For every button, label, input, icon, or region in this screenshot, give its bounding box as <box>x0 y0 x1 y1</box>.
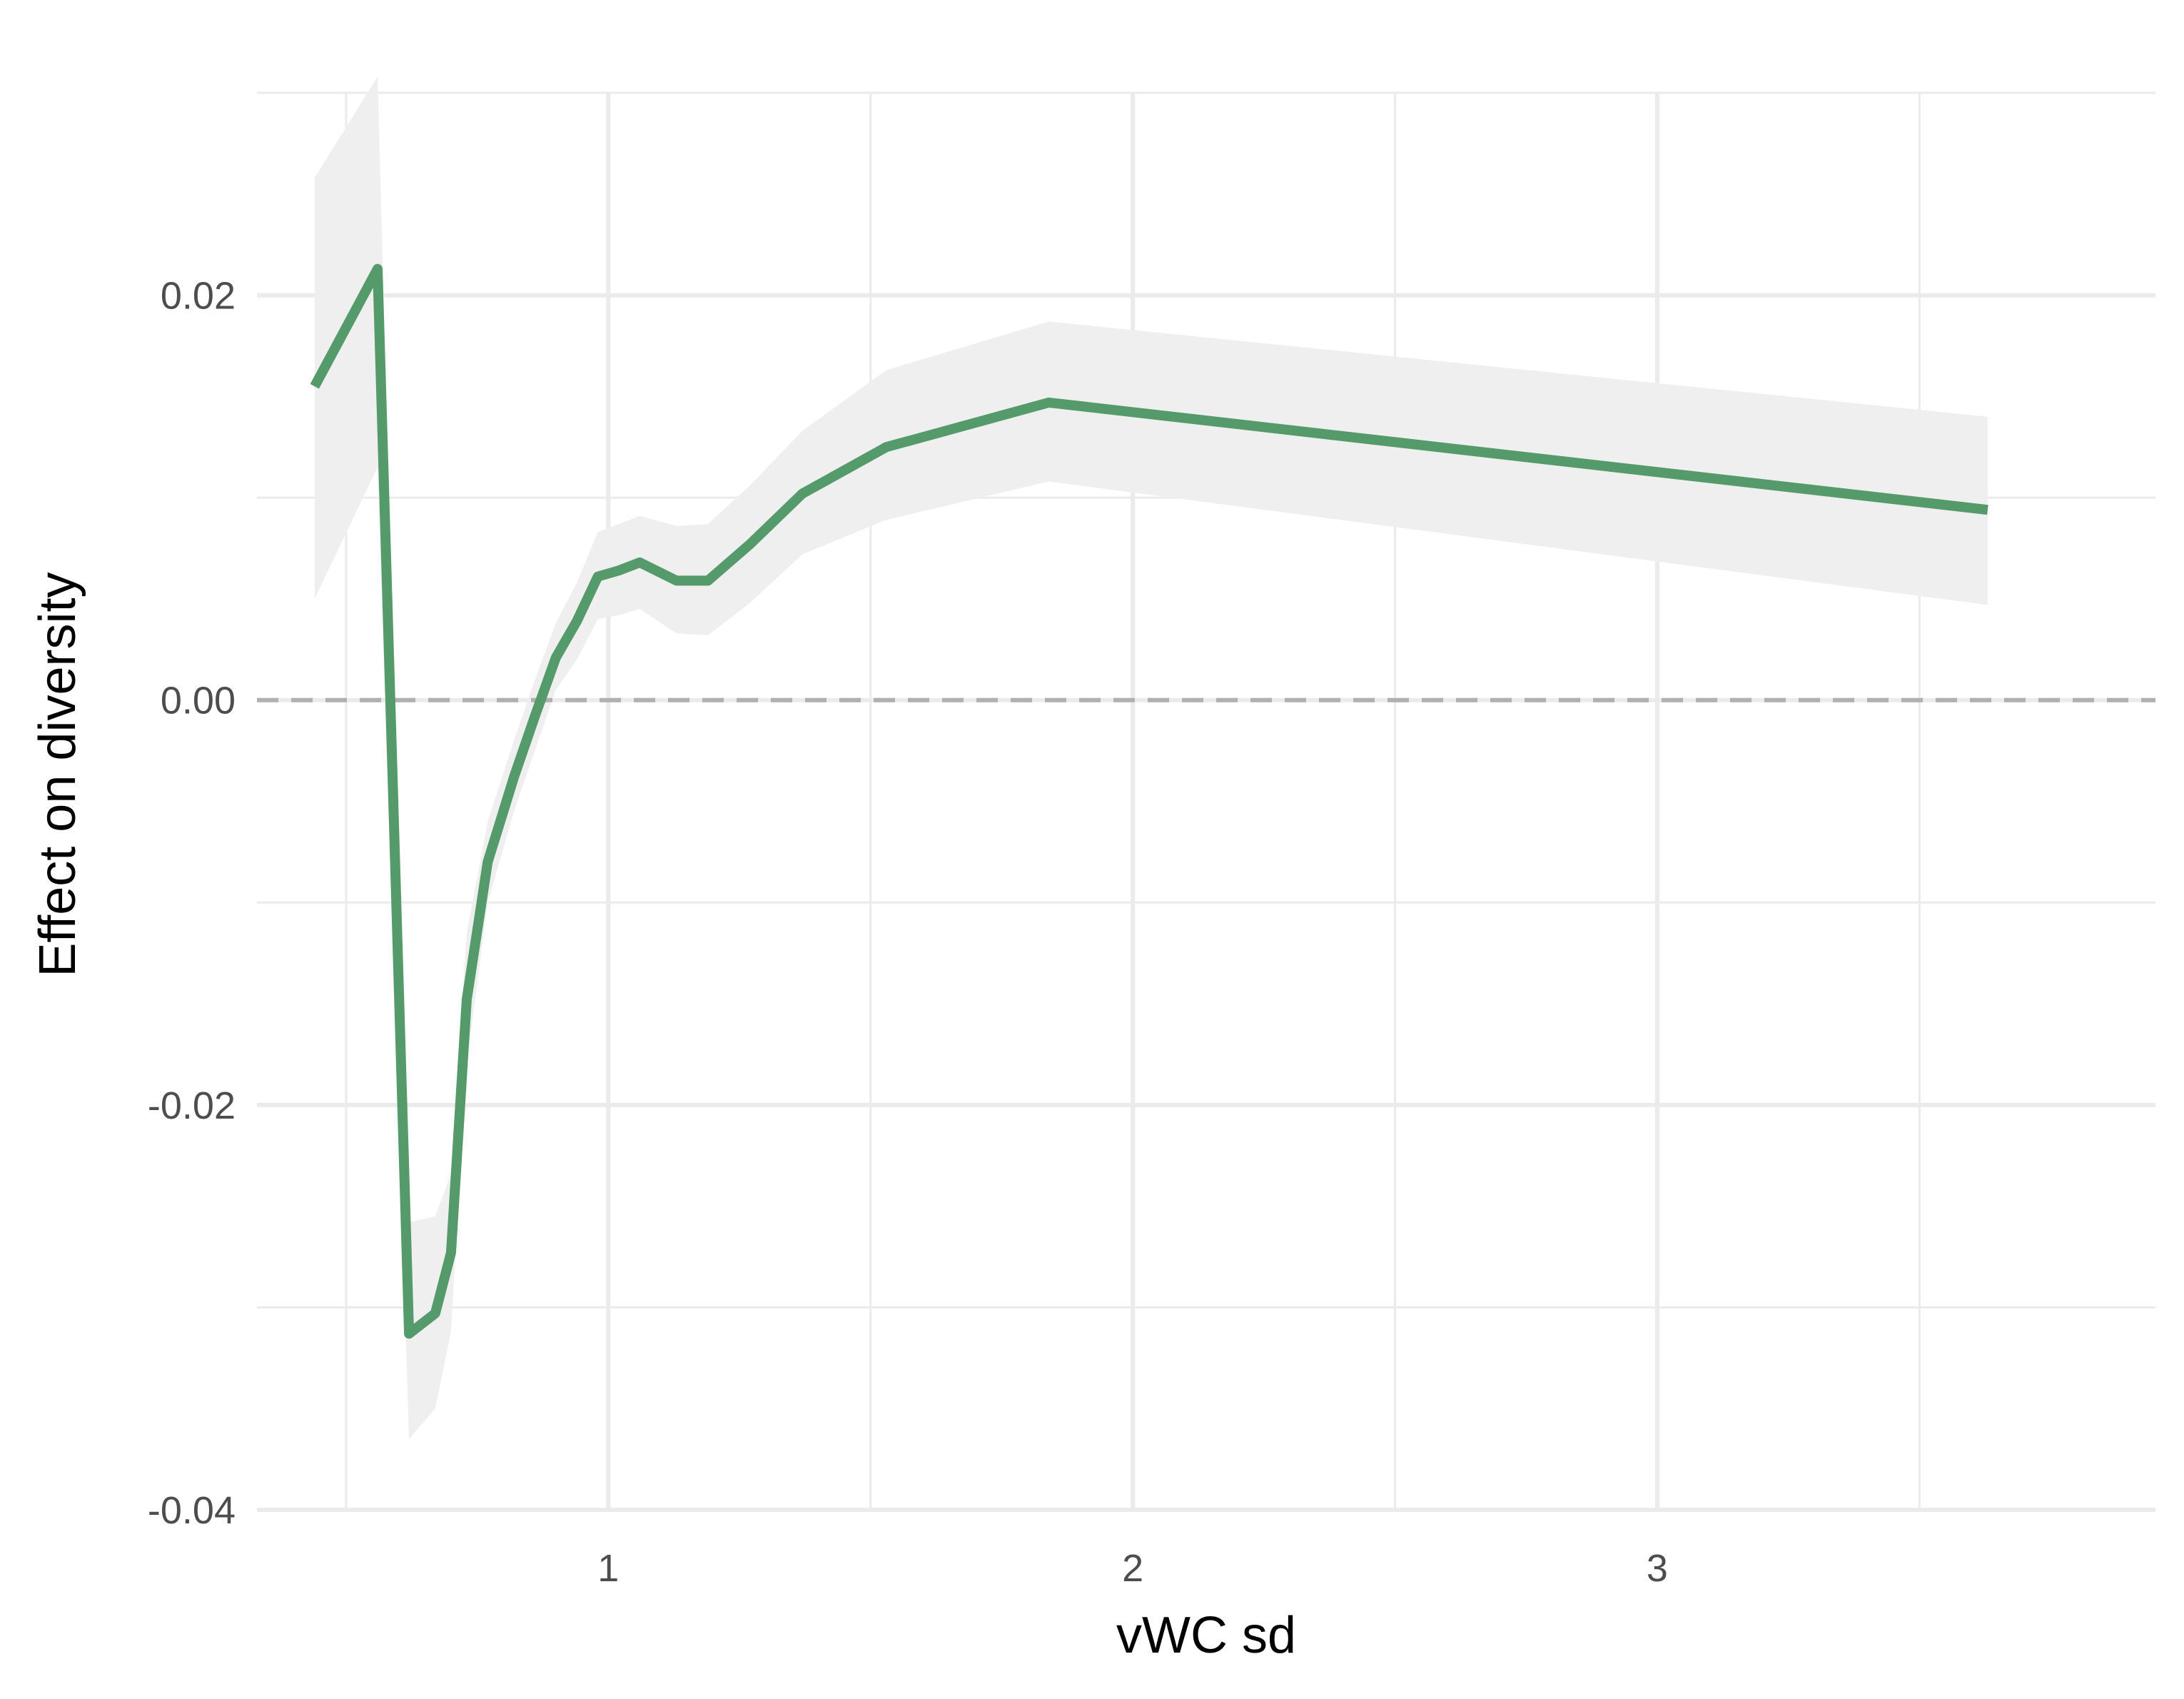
x-axis-title: vWC sd <box>1116 1607 1296 1664</box>
confidence-band <box>314 76 1988 1439</box>
y-tick-label: 0.02 <box>161 275 236 318</box>
confidence-band-layer <box>314 76 1988 1439</box>
x-tick-label: 3 <box>1647 1547 1668 1590</box>
y-axis-title: Effect on diversity <box>29 573 86 977</box>
y-tick-label: -0.04 <box>148 1489 236 1532</box>
minor-gridlines <box>257 91 2155 1510</box>
y-tick-labels: -0.04 -0.02 0.00 0.02 <box>148 275 236 1532</box>
x-tick-labels: 1 2 3 <box>597 1547 1668 1590</box>
major-gridlines <box>257 93 2155 1512</box>
x-tick-label: 2 <box>1122 1547 1143 1590</box>
x-tick-label: 1 <box>597 1547 619 1590</box>
y-tick-label: -0.02 <box>148 1084 236 1127</box>
y-tick-label: 0.00 <box>161 680 236 722</box>
effect-series-line <box>310 263 1988 1339</box>
series-line-layer <box>310 263 1988 1339</box>
